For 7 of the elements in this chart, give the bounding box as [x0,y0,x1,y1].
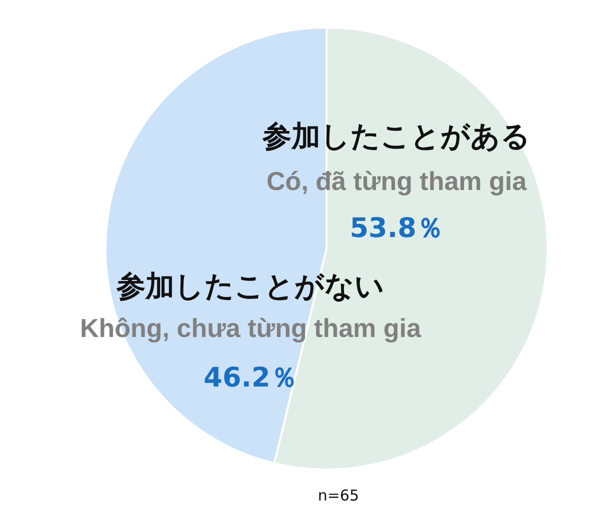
data-label: 46.2％ [204,362,298,394]
slice-label: 参加したことがない [115,269,384,304]
slice-label: 参加したことがある [262,118,531,153]
text: Không, chưa từng tham gia [80,313,422,344]
text: Có, đã từng tham gia [266,166,528,196]
text: n=65 [318,486,360,505]
data-label: 53.8％ [350,213,444,244]
